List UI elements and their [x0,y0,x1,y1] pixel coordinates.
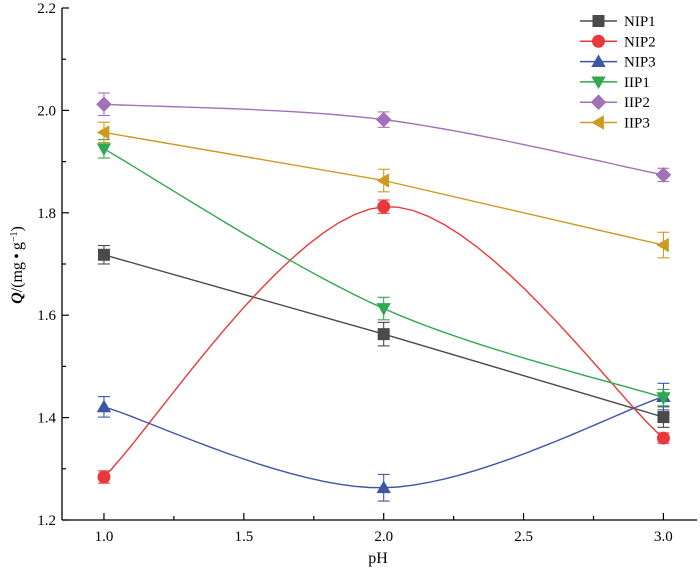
series-nip2 [97,199,670,484]
y-axis-title-exponent: −1 [9,231,20,242]
data-point-iip2-2 [655,167,672,183]
legend-marker [592,15,605,27]
x-axis-title: pH [368,550,388,567]
data-point-iip1-0 [96,143,112,156]
plot-area [96,92,672,502]
x-tick-label-1: 1.5 [234,529,253,545]
legend-item-nip2: NIP2 [580,34,656,50]
data-point-nip3-1 [376,480,391,494]
legend-label: IIP3 [624,116,650,132]
y-tick-label-1: 1.4 [37,411,56,427]
data-point-iip3-1 [376,173,390,188]
legend-marker [591,54,606,67]
legend-item-iip3: IIP3 [580,115,650,132]
data-point-iip1-1 [376,303,391,316]
x-tick-label-3: 2.5 [514,529,533,545]
data-point-nip1-0 [97,248,110,261]
data-point-iip3-0 [96,125,110,140]
series-iip1 [96,139,671,407]
series-nip1 [97,245,670,428]
x-tick-label-2: 2.0 [374,529,393,545]
series-nip3 [96,382,671,502]
y-axis-title-close: ) [9,226,26,231]
data-point-iip3-2 [656,237,669,253]
x-tick-label-0: 1.0 [95,529,114,545]
axes: 1.2 1.4 1.6 1.8 2.0 2.2 1.0 1.5 2.0 2.5 3.0 [37,1,697,545]
legend-label: NIP3 [624,55,656,71]
data-point-nip3-0 [96,399,112,413]
data-point-nip2-2 [656,431,670,445]
legend-marker [591,76,606,90]
legend-marker [592,34,605,48]
data-point-nip2-0 [97,470,111,484]
series-iip2 [96,92,672,183]
y-axis-title: Q/(mg • g−1) [9,226,27,304]
data-point-iip1-2 [656,392,671,405]
y-tick-label-4: 2.0 [37,103,56,119]
legend-marker [590,94,607,110]
legend: NIP1 NIP2 NIP3 IIP1 IIP2 IIP3 [580,14,656,132]
legend-item-nip1: NIP1 [580,14,656,30]
data-point-iip2-1 [375,111,392,128]
y-tick-label-3: 1.8 [37,206,56,222]
data-point-nip2-1 [377,200,391,214]
y-tick-label-5: 2.2 [37,1,56,17]
y-tick-label-2: 1.6 [37,308,56,324]
data-point-iip2-0 [96,96,112,113]
data-point-nip1-1 [377,328,390,341]
y-tick-label-0: 1.2 [37,513,56,529]
legend-label: NIP2 [624,34,656,50]
legend-label: IIP2 [624,95,650,111]
data-point-nip1-2 [657,411,670,424]
y-axis-title-units: (mg • g [9,242,26,288]
x-tick-label-4: 3.0 [654,529,673,545]
legend-label: NIP1 [624,14,656,30]
legend-item-iip1: IIP1 [580,75,650,91]
legend-marker [591,115,604,130]
legend-item-iip2: IIP2 [580,94,650,111]
legend-label: IIP1 [624,75,650,91]
legend-item-nip3: NIP3 [580,54,656,71]
y-axis-title-var: Q [9,292,26,304]
series-iip3 [96,121,670,259]
